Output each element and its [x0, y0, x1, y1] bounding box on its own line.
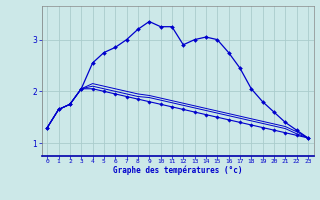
- X-axis label: Graphe des températures (°c): Graphe des températures (°c): [113, 166, 242, 175]
